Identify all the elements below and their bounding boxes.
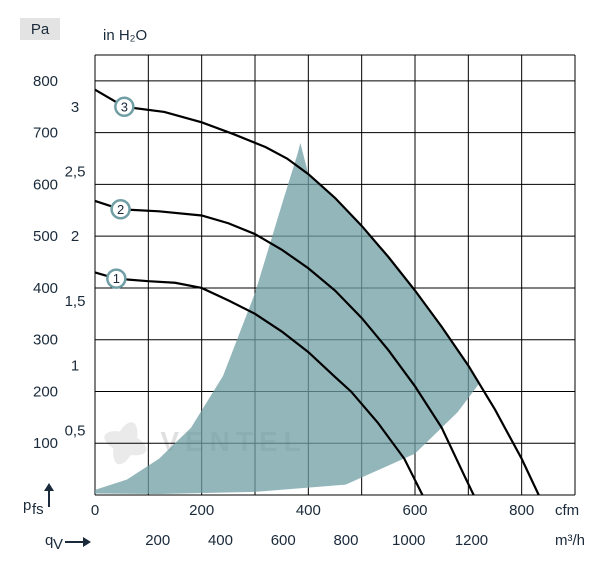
y-inh2o-tick: 2 xyxy=(71,228,79,245)
y-pa-tick: 100 xyxy=(33,435,58,452)
y-pa-tick: 500 xyxy=(33,228,58,245)
x-m3h-tick: 1000 xyxy=(392,532,425,549)
fan-curve-chart: VENTEL123100200300400500600700800Pa0,511… xyxy=(0,0,603,582)
x-m3h-tick: 600 xyxy=(271,532,296,549)
m3h-label: m³/h xyxy=(555,532,585,549)
y-pa-tick: 800 xyxy=(33,73,58,90)
y-inh2o-tick: 3 xyxy=(71,99,79,116)
svg-text:3: 3 xyxy=(121,99,128,114)
x-cfm-tick: 0 xyxy=(91,502,99,519)
x-cfm-tick: 600 xyxy=(402,502,427,519)
y-inh2o-tick: 1,5 xyxy=(65,293,86,310)
curve-marker-2: 2 xyxy=(112,200,130,218)
curve-marker-3: 3 xyxy=(115,98,133,116)
x-m3h-tick: 400 xyxy=(208,532,233,549)
y-pa-tick: 700 xyxy=(33,125,58,142)
cfm-label: cfm xyxy=(555,502,579,519)
y-pa-tick: 600 xyxy=(33,176,58,193)
qv-label: qV xyxy=(45,532,91,553)
x-cfm-tick: 400 xyxy=(296,502,321,519)
chart-svg: VENTEL123100200300400500600700800Pa0,511… xyxy=(0,0,603,582)
x-cfm-tick: 200 xyxy=(189,502,214,519)
operating-region xyxy=(95,143,479,494)
y-pa-tick: 200 xyxy=(33,383,58,400)
svg-text:V: V xyxy=(53,536,63,553)
svg-text:p: p xyxy=(23,497,31,514)
svg-text:1: 1 xyxy=(113,271,120,286)
y-pa-tick: 400 xyxy=(33,280,58,297)
x-cfm-tick: 800 xyxy=(509,502,534,519)
x-m3h-tick: 800 xyxy=(333,532,358,549)
curve-marker-1: 1 xyxy=(107,270,125,288)
x-m3h-tick: 200 xyxy=(145,532,170,549)
svg-text:2: 2 xyxy=(117,202,124,217)
y-inh2o-tick: 0,5 xyxy=(65,422,86,439)
y-inh2o-tick: 2,5 xyxy=(65,163,86,180)
pa-header: Pa xyxy=(31,21,50,38)
svg-text:fs: fs xyxy=(32,501,44,518)
inh2o-header: in H₂O xyxy=(103,27,147,44)
y-pa-tick: 300 xyxy=(33,332,58,349)
y-inh2o-tick: 1 xyxy=(71,358,79,375)
x-m3h-tick: 1200 xyxy=(455,532,488,549)
pfs-label: pfs xyxy=(23,483,54,518)
